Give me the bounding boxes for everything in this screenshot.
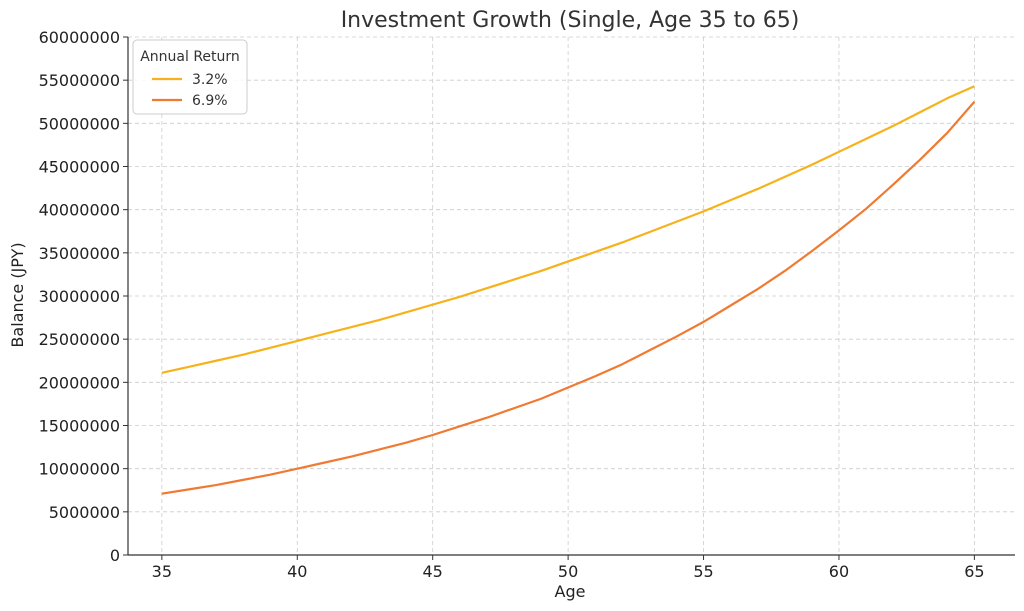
y-tick-label: 20000000 [39, 373, 120, 392]
axes: 35 40 45 50 55 60 65 0 5000000 10000000 15000000 20… [39, 28, 1015, 581]
legend-label-1: 3.2% [192, 72, 228, 88]
legend-box [132, 39, 248, 115]
y-tick-label: 30000000 [39, 287, 120, 306]
y-axis-label: Balance (JPY) [8, 242, 27, 347]
x-tick-label: 35 [152, 562, 172, 581]
legend: Annual Return 3.2% 6.9% [132, 39, 248, 115]
x-tick-label: 55 [693, 562, 713, 581]
y-tick-label: 25000000 [39, 330, 120, 349]
series-line-1 [161, 85, 975, 374]
y-tick-label: 45000000 [39, 158, 120, 177]
x-tick-label: 60 [829, 562, 849, 581]
series-line-2 [161, 101, 976, 495]
y-tick-label: 15000000 [39, 417, 120, 436]
x-axis-label: Age [555, 582, 586, 601]
y-tick-label: 0 [110, 546, 120, 565]
legend-label-2: 6.9% [192, 93, 228, 109]
y-tick-label: 35000000 [39, 244, 120, 263]
x-tick-label: 50 [558, 562, 578, 581]
y-tick-label: 10000000 [39, 460, 120, 479]
x-tick-label: 65 [964, 562, 984, 581]
x-tick-label: 40 [287, 562, 307, 581]
y-tick-label: 40000000 [39, 201, 120, 220]
y-tick-label: 5000000 [49, 503, 120, 522]
y-tick-label: 50000000 [39, 114, 120, 133]
legend-title: Annual Return [140, 49, 240, 65]
chart-title: Investment Growth (Single, Age 35 to 65) [341, 8, 800, 33]
x-tick-label: 45 [423, 562, 443, 581]
series-lines [161, 85, 976, 495]
y-tick-label: 55000000 [39, 71, 120, 90]
y-tick-label: 60000000 [39, 28, 120, 47]
